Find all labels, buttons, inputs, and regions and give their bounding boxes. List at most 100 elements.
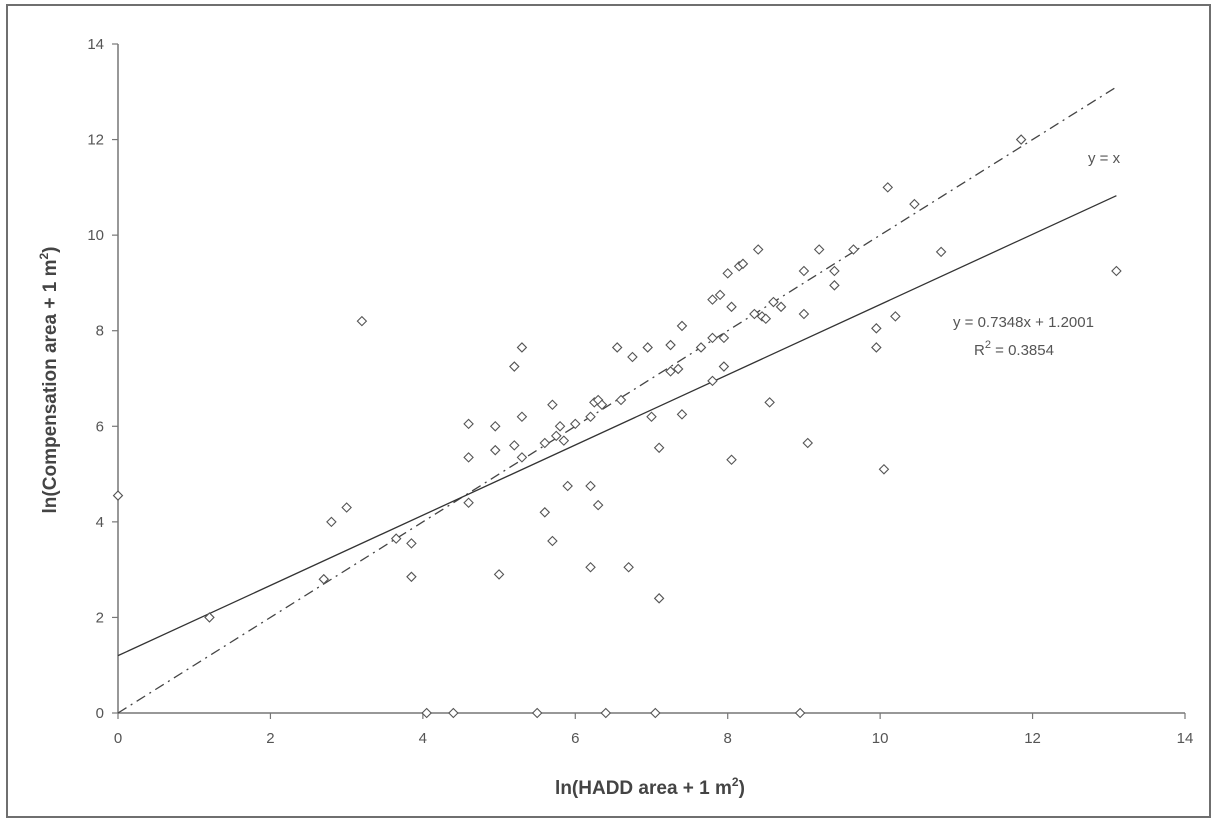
data-point [356,315,368,327]
x-tick-label: 0 [114,730,122,747]
x-tick-label: 10 [872,730,889,747]
y-tick-label: 6 [96,418,104,435]
data-point [390,533,402,544]
data-point [871,323,882,334]
y-tick-label: 0 [96,705,104,722]
data-point [909,198,920,210]
data-point [642,342,653,353]
x-tick-label: 8 [724,730,732,747]
y-axis-title-end: ) [40,247,61,253]
data-point [509,361,520,372]
y-tick-label: 2 [96,609,104,626]
data-point [547,399,558,411]
data-point [676,409,688,420]
data-point [707,294,718,305]
data-point [848,244,859,255]
y-axis-title-superscript: 2 [37,253,51,260]
data-point [585,480,596,492]
chart-frame [6,4,1211,818]
data-point [882,182,894,193]
data-point [752,244,764,255]
data-point [764,397,775,408]
data-point [585,561,596,573]
y-axis-title-main: ln(Compensation area + 1 m [40,260,61,514]
data-point [463,497,474,509]
data-point [326,516,337,528]
data-point [829,265,840,277]
data-point [463,418,474,430]
data-point [726,454,737,466]
data-point [406,571,417,583]
data-point [1015,134,1027,145]
data-point [318,573,330,585]
data-point [707,375,718,387]
data-point [558,435,570,446]
y-tick-label: 10 [87,227,104,244]
r-squared-symbol: R [974,342,985,359]
x-axis-title-superscript: 2 [732,775,739,789]
data-point [813,244,825,255]
data-point [760,313,772,325]
y-tick-label: 4 [96,514,104,531]
data-point [650,707,661,719]
data-point [596,399,608,411]
x-tick-label: 12 [1024,730,1041,747]
data-point [714,289,726,301]
data-point [448,707,459,719]
y-tick-label: 8 [96,323,104,340]
data-point [653,442,665,454]
data-point [489,421,501,432]
data-point [509,440,520,451]
data-point [623,561,634,573]
data-point [798,308,810,320]
data-point [554,421,566,432]
data-point [749,308,760,320]
data-point [516,411,528,423]
data-point [890,311,901,322]
data-point [615,394,627,406]
trend-lines [117,86,1117,714]
data-point [463,452,474,463]
x-axis-title-main: ln(HADD area + 1 m [555,778,732,799]
data-point [722,268,733,279]
x-tick-label: 6 [571,730,579,747]
data-point [592,499,604,511]
data-point [562,480,573,492]
r-squared-value: = 0.3854 [991,342,1054,359]
data-point [878,464,890,475]
data-point [707,332,718,344]
data-point [406,538,417,549]
data-point [421,707,432,719]
data-point [646,411,657,423]
regression-equation: y = 0.7348x + 1.2001 [953,314,1094,331]
data-point [775,301,787,313]
data-point [493,569,505,580]
data-point [585,411,596,423]
data-point [653,593,665,604]
x-tick-label: 14 [1177,730,1194,747]
data-point [516,452,528,463]
data-point [627,351,638,363]
data-point [718,361,730,372]
data-point [204,612,215,623]
data-point [112,490,124,501]
data-point [665,366,676,377]
data-point [829,280,840,291]
regression-line [117,195,1117,657]
data-point [935,246,947,258]
y-tick-label: 14 [87,36,104,53]
y-axis-title: ln(Compensation area + 1 m2) [37,247,61,514]
data-points [112,134,1122,719]
x-tick-label: 4 [419,730,427,747]
data-point [539,507,551,518]
data-point [871,342,882,353]
data-point [550,430,562,442]
data-point [516,342,528,353]
data-point [737,258,749,270]
data-point [718,332,730,344]
data-point [676,320,688,332]
data-point [794,707,806,719]
data-point [539,437,551,449]
identity-line-label: y = x [1088,150,1121,167]
data-point [1111,265,1122,277]
